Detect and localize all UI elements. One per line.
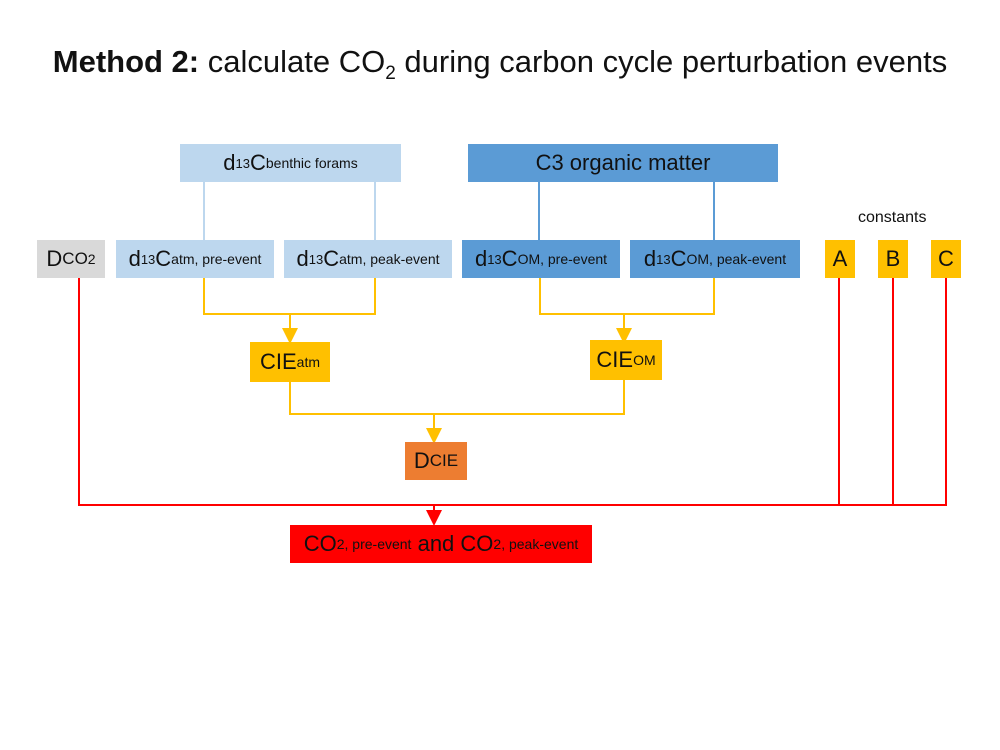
c3-organic-matter-box: C3 organic matter: [468, 144, 778, 182]
om-peak-d: d: [643, 246, 657, 271]
atm-pre-sup: 13: [140, 251, 156, 267]
dco2-d: D: [46, 246, 63, 271]
om-pre-sub: OM, pre-event: [517, 251, 608, 267]
constant-b-label: B: [885, 246, 901, 271]
title-pre: calculate CO: [207, 44, 386, 79]
constant-c-label: C: [938, 246, 954, 271]
c3-label: C3 organic matter: [535, 150, 711, 175]
om-pre-c: C: [501, 246, 518, 271]
constant-c-box: C: [931, 240, 961, 278]
atm-pre-sub: atm, pre-event: [171, 251, 262, 267]
yellow-connectors: [203, 278, 715, 444]
cie-atm-box: CIE atm: [250, 342, 330, 382]
title-sub: 2: [385, 63, 396, 85]
atm-peak-sup: 13: [308, 251, 324, 267]
om-pre-sup: 13: [487, 251, 502, 267]
cie-om-main: CIE: [596, 347, 634, 372]
benthic-c: C: [250, 150, 266, 175]
dco2-co: CO: [62, 249, 88, 268]
cie-atm-sub: atm: [296, 354, 321, 370]
constants-label: constants: [858, 209, 927, 226]
dco2-sub: 2: [87, 251, 96, 267]
benthic-sup: 13: [235, 155, 250, 171]
om-peak-sub: OM, peak-event: [686, 251, 787, 267]
d13c-om-pre-box: d 13 C OM, pre-event: [462, 240, 620, 278]
om-pre-d: d: [474, 246, 488, 271]
co2-result-box: CO 2, pre-event and CO 2, peak-event: [290, 525, 592, 563]
benthic-d: d: [223, 150, 236, 175]
atm-peak-d: d: [296, 246, 309, 271]
atm-pre-c: C: [155, 246, 172, 271]
page-title: Method 2: calculate CO2 during carbon cy…: [0, 44, 1000, 85]
title-post: during carbon cycle perturbation events: [404, 44, 948, 79]
om-peak-sup: 13: [656, 251, 671, 267]
delta-co2-box: D CO 2: [37, 240, 105, 278]
atm-peak-sub: atm, peak-event: [339, 251, 440, 267]
atm-peak-c: C: [323, 246, 340, 271]
delta-cie-box: D CIE: [405, 442, 467, 480]
cie-atm-main: CIE: [259, 349, 297, 374]
red-connectors: [78, 278, 947, 526]
benthic-connectors: [203, 182, 376, 240]
dcie-d: D: [413, 448, 430, 473]
result-and-co2: and CO: [417, 531, 494, 556]
title-bold: Method 2:: [52, 44, 200, 79]
constant-b-box: B: [878, 240, 908, 278]
constant-a-label: A: [832, 246, 848, 271]
d13c-om-peak-box: d 13 C OM, peak-event: [630, 240, 800, 278]
dcie-cie: CIE: [429, 451, 459, 470]
result-co2-a: CO: [303, 531, 337, 556]
result-sub-a: 2, pre-event: [336, 536, 412, 552]
benthic-sub: benthic forams: [265, 155, 358, 171]
c3-connectors: [538, 182, 715, 240]
om-peak-c: C: [670, 246, 687, 271]
atm-pre-d: d: [128, 246, 141, 271]
cie-om-box: CIE OM: [590, 340, 662, 380]
constant-a-box: A: [825, 240, 855, 278]
result-sub-b: 2, peak-event: [493, 536, 579, 552]
cie-om-sub: OM: [633, 352, 656, 368]
